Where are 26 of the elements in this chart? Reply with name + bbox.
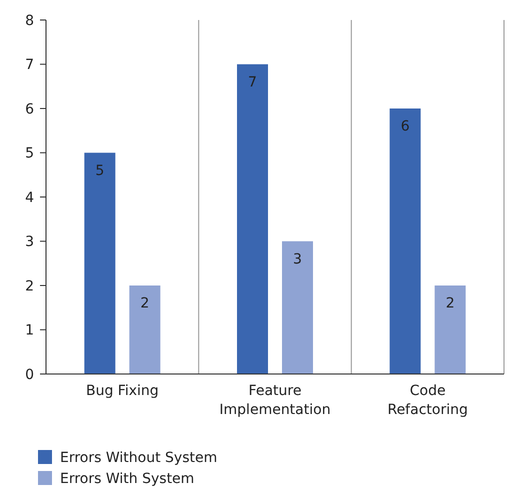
y-tick-label: 8 (25, 12, 34, 29)
data-label: 2 (446, 296, 455, 312)
data-label: 6 (400, 118, 410, 134)
bar (282, 241, 313, 374)
y-tick-label: 3 (25, 234, 34, 250)
y-tick-label: 4 (25, 190, 34, 206)
x-tick-label: Bug Fixing (86, 383, 159, 399)
bar (129, 286, 160, 374)
y-tick-label: 1 (25, 322, 34, 339)
bar (434, 286, 466, 374)
data-label: 3 (293, 251, 302, 268)
y-tick-label: 2 (25, 278, 34, 294)
legend-label: Errors Without System (60, 450, 218, 466)
data-label: 5 (95, 162, 104, 179)
y-tick-label: 7 (25, 57, 34, 74)
bar (390, 108, 421, 374)
data-label: 2 (140, 296, 150, 312)
data-label: 7 (248, 74, 257, 90)
bar (237, 64, 268, 374)
y-tick-label: 5 (25, 146, 34, 162)
x-tick-label: Feature Implementation (219, 383, 331, 418)
bar (84, 152, 116, 374)
y-tick-label: 6 (25, 101, 34, 118)
legend-label: Errors With System (60, 470, 194, 487)
x-tick-label: Code Refactoring (387, 383, 468, 418)
y-tick-label: 0 (25, 366, 34, 383)
